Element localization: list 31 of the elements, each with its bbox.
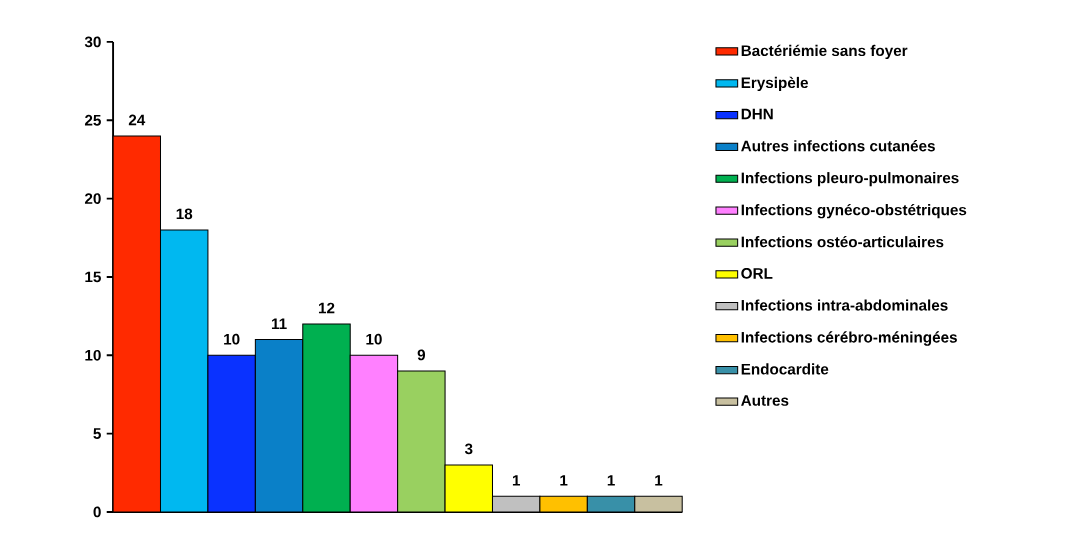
y-tick-label: 25: [84, 114, 101, 126]
legend-label: Bactériémie sans foyer: [741, 44, 908, 59]
y-tick-label: 30: [84, 36, 101, 48]
legend-label: Infections cérébro-méningées: [741, 331, 957, 346]
legend-label: DHN: [741, 108, 773, 120]
legend-label: Infections pleuro-pulmonaires: [741, 171, 959, 187]
data-label: 1: [560, 474, 568, 486]
data-label: 1: [607, 474, 615, 486]
data-label: 12: [318, 302, 335, 314]
legend-label: Infections gynéco-obstétriques: [741, 203, 967, 219]
legend-label: Infections ostéo-articulaires: [741, 235, 944, 248]
data-label: 18: [176, 208, 193, 220]
y-tick-label: 15: [85, 271, 101, 283]
legend-label: Erysipèle: [741, 76, 808, 91]
data-label: 1: [655, 474, 663, 486]
data-label: 10: [366, 333, 382, 345]
y-tick-label: 20: [84, 193, 101, 204]
legend-label: Autres infections cutanées: [741, 139, 935, 152]
data-label: 11: [271, 318, 287, 329]
legend-label: Endocardite: [741, 363, 829, 375]
data-label: 3: [464, 443, 473, 455]
legend-label: Infections intra-abdominales: [741, 299, 948, 311]
data-label: 9: [417, 349, 426, 361]
data-label: 1: [512, 474, 521, 486]
legend-label: Autres: [741, 395, 789, 406]
y-tick-label: 0: [93, 506, 101, 518]
legend-label: ORL: [741, 267, 773, 279]
data-label: 24: [128, 114, 146, 126]
y-tick-label: 5: [93, 428, 101, 439]
y-tick-label: 10: [85, 349, 101, 361]
data-label: 10: [224, 333, 240, 345]
